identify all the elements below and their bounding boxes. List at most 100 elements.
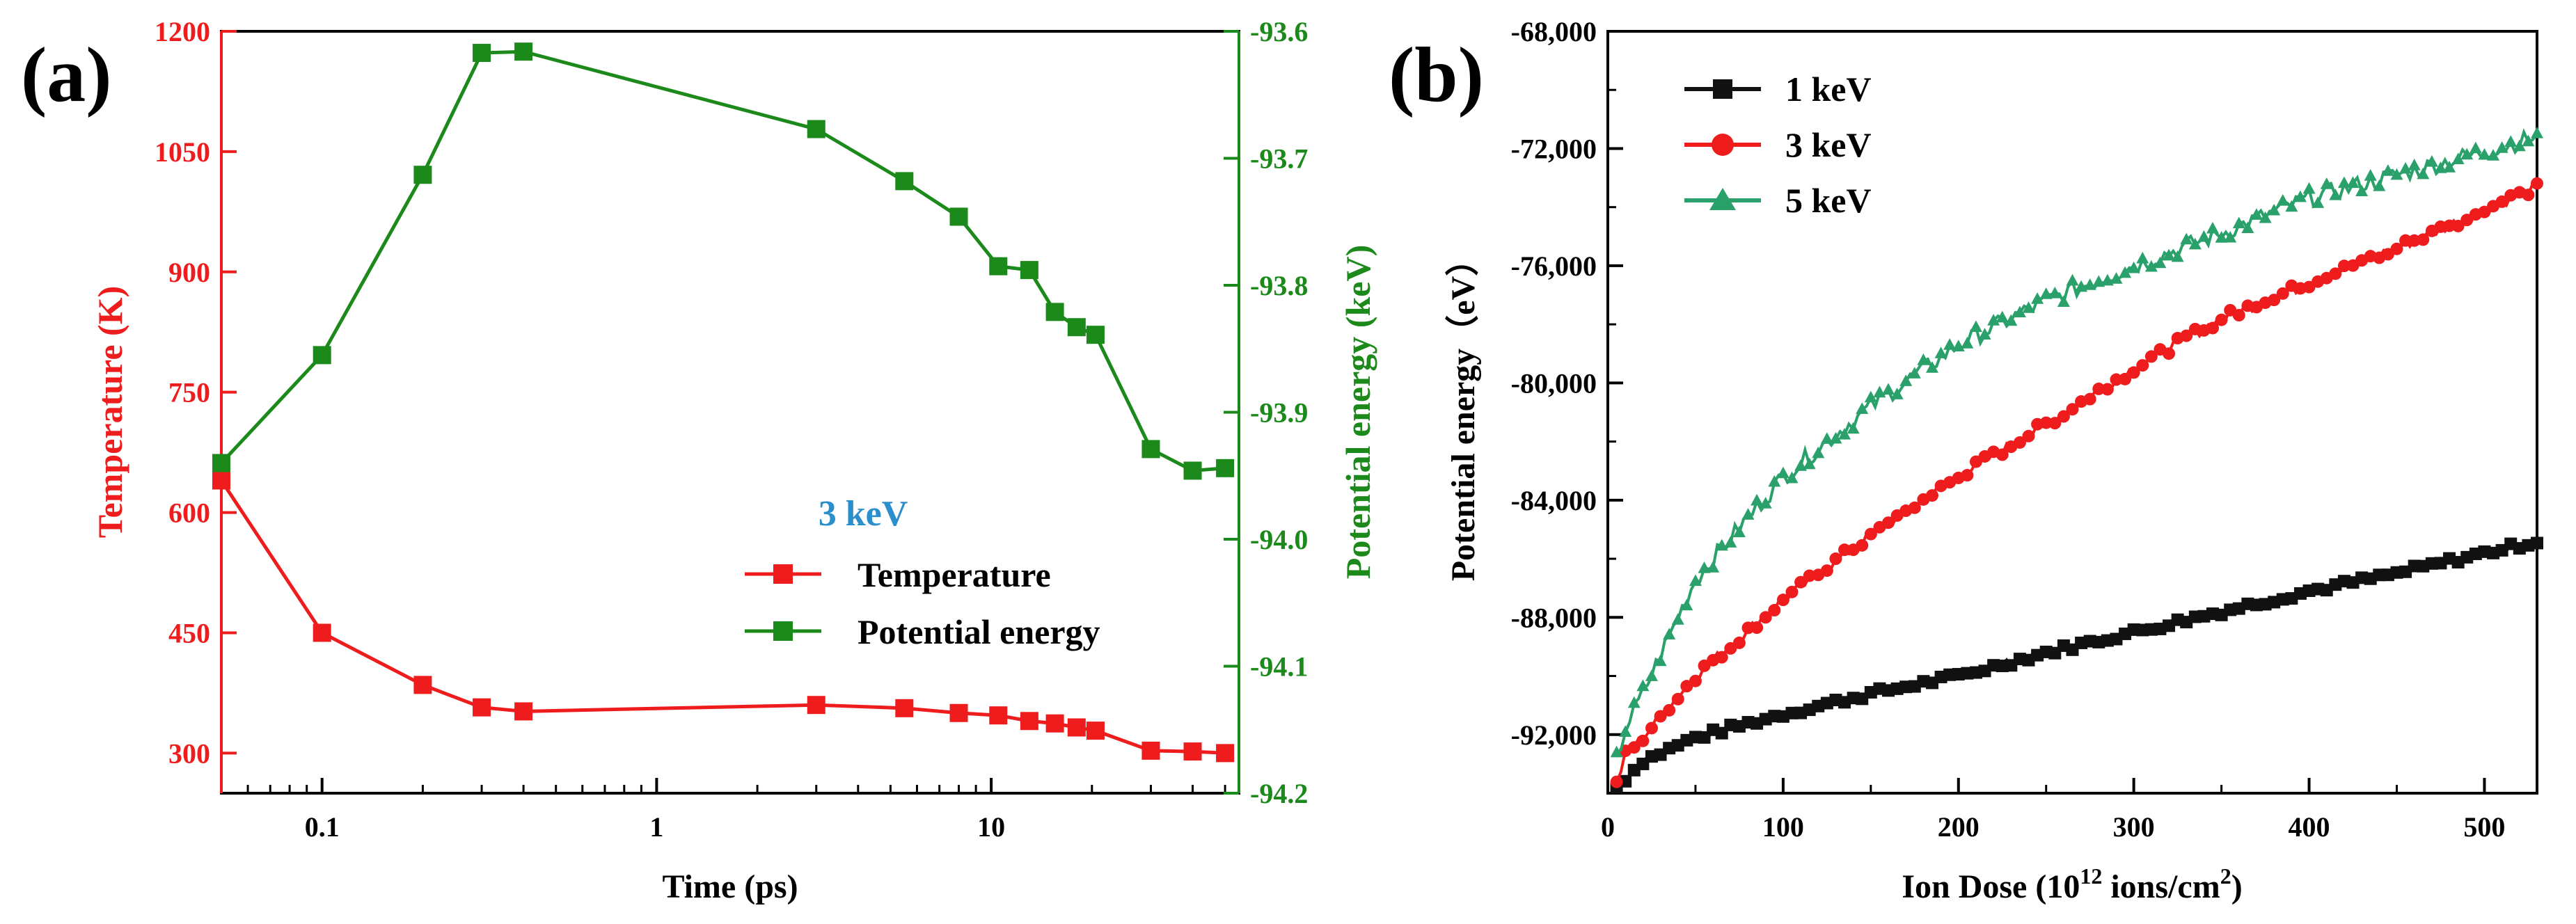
data-point-3-kev xyxy=(1996,448,2009,461)
data-point-5-kev xyxy=(1732,525,1746,538)
left-tick-label: 900 xyxy=(168,257,210,288)
y-tick-label: -68,000 xyxy=(1511,16,1597,47)
legend-marker-1kev xyxy=(1713,79,1732,99)
data-point-3-kev xyxy=(1925,489,1938,502)
data-point-5-kev xyxy=(2513,139,2526,152)
data-point-5-kev xyxy=(1961,337,1974,349)
data-point-3-kev xyxy=(1636,734,1650,747)
panel-b-xlabel-sup: 12 xyxy=(2080,863,2102,889)
legend-marker-3kev xyxy=(1712,134,1734,156)
panel-b: (b) 0 100 200 300 400 500 -68,000 -72,000 -76,0… xyxy=(1389,16,2543,905)
data-point-temperature xyxy=(989,706,1008,725)
data-point-3-kev xyxy=(2013,436,2026,449)
data-point-3-kev xyxy=(1654,710,1667,723)
panel-a-plot-frame xyxy=(220,30,1240,795)
data-point-5-kev xyxy=(1619,725,1632,737)
data-point-3-kev xyxy=(2039,416,2053,429)
data-point-5-kev xyxy=(1768,475,1781,487)
data-point-5-kev xyxy=(2092,275,2105,287)
data-point-5-kev xyxy=(1812,446,1825,459)
data-point-potential-energy xyxy=(413,166,432,184)
panel-a-series xyxy=(212,42,1235,763)
x-tick-label: 200 xyxy=(1938,811,1980,843)
series-line-3-kev xyxy=(1615,182,2538,783)
data-point-temperature xyxy=(1183,742,1202,761)
data-point-5-kev xyxy=(2417,167,2430,180)
data-point-5-kev xyxy=(1890,388,1904,399)
data-point-temperature xyxy=(895,699,914,717)
data-point-3-kev xyxy=(2443,219,2456,232)
y-tick-label: -88,000 xyxy=(1511,602,1597,633)
panel-a-x-ticks: 0.1 1 10 xyxy=(246,778,1226,843)
legend-marker-potential-energy xyxy=(773,621,793,641)
data-point-5-kev xyxy=(2057,295,2070,307)
panel-a-legend: 3 keV Temperature Potential energy xyxy=(745,494,1100,651)
data-point-5-kev xyxy=(1925,361,1938,373)
data-point-3-kev xyxy=(1794,575,1808,589)
data-point-5-kev xyxy=(1908,367,1921,379)
data-point-5-kev xyxy=(1899,374,1913,386)
data-point-5-kev xyxy=(1663,628,1676,640)
data-point-3-kev xyxy=(1829,552,1842,566)
panel-a-right-axis-label: Potential energy (keV) xyxy=(1338,245,1377,579)
data-point-3-kev xyxy=(1741,621,1755,635)
series-line-5-kev xyxy=(1615,128,2538,754)
data-point-5-kev xyxy=(1610,745,1623,758)
data-point-5-kev xyxy=(1741,508,1755,520)
panel-a-x-axis-label: Time (ps) xyxy=(662,868,798,905)
data-point-5-kev xyxy=(2180,232,2193,245)
data-point-5-kev xyxy=(1707,561,1720,573)
data-point-5-kev xyxy=(2083,278,2096,290)
data-point-5-kev xyxy=(2293,190,2307,202)
data-point-5-kev xyxy=(1636,679,1650,692)
data-point-3-kev xyxy=(2180,329,2193,342)
data-point-5-kev xyxy=(1952,340,1965,351)
data-point-5-kev xyxy=(1724,536,1737,548)
data-point-3-kev xyxy=(2451,219,2465,232)
right-tick-label: -94.0 xyxy=(1250,524,1308,555)
data-point-potential-energy xyxy=(1086,326,1105,344)
data-point-5-kev xyxy=(2329,188,2342,200)
data-point-5-kev xyxy=(2302,182,2316,194)
left-tick-label: 300 xyxy=(168,738,210,769)
data-point-5-kev xyxy=(2022,301,2035,313)
y-tick-label: -72,000 xyxy=(1511,133,1597,164)
data-point-5-kev xyxy=(2390,168,2403,180)
data-point-5-kev xyxy=(2127,261,2140,273)
data-point-3-kev xyxy=(2119,372,2132,385)
data-point-5-kev xyxy=(2469,141,2482,154)
data-point-5-kev xyxy=(1680,598,1693,611)
data-point-5-kev xyxy=(2522,134,2535,147)
data-point-5-kev xyxy=(1996,310,2009,323)
panel-a-label: (a) xyxy=(21,32,112,118)
data-point-5-kev xyxy=(2434,161,2447,173)
data-point-temperature xyxy=(1067,718,1086,737)
data-point-5-kev xyxy=(2250,208,2263,220)
panel-b-y-ticks: -68,000 -72,000 -76,000 -80,000 -84,000 -88,0… xyxy=(1511,16,1623,751)
panel-b-x-ticks: 0 100 200 300 400 500 xyxy=(1601,778,2505,843)
x-tick-label: 1 xyxy=(649,811,663,843)
data-point-temperature xyxy=(807,696,825,715)
data-point-5-kev xyxy=(1785,471,1799,484)
data-point-3-kev xyxy=(1961,469,1974,482)
data-point-3-kev xyxy=(1732,636,1746,649)
data-point-temperature xyxy=(413,676,432,694)
data-point-5-kev xyxy=(1698,561,1711,573)
data-point-temperature xyxy=(1141,741,1160,760)
data-point-potential-energy xyxy=(1067,318,1086,337)
panel-a-right-ticks: -93.6 -93.7 -93.8 -93.9 -94.0 -94.1 -94.2 xyxy=(1224,16,1308,809)
data-point-5-kev xyxy=(2197,230,2211,242)
data-point-3-kev xyxy=(2531,177,2543,190)
x-tick-label: 500 xyxy=(2463,811,2505,843)
data-point-potential-energy xyxy=(514,42,533,61)
panel-a-legend-title: 3 keV xyxy=(819,494,908,534)
right-tick-label: -93.8 xyxy=(1250,270,1308,301)
data-point-5-kev xyxy=(1776,466,1789,479)
data-point-potential-energy xyxy=(989,257,1008,276)
data-point-potential-energy xyxy=(473,44,491,63)
data-point-5-kev xyxy=(2364,169,2377,181)
data-point-5-kev xyxy=(2495,141,2508,153)
right-tick-label: -93.9 xyxy=(1250,397,1308,429)
left-tick-label: 1050 xyxy=(155,136,210,168)
